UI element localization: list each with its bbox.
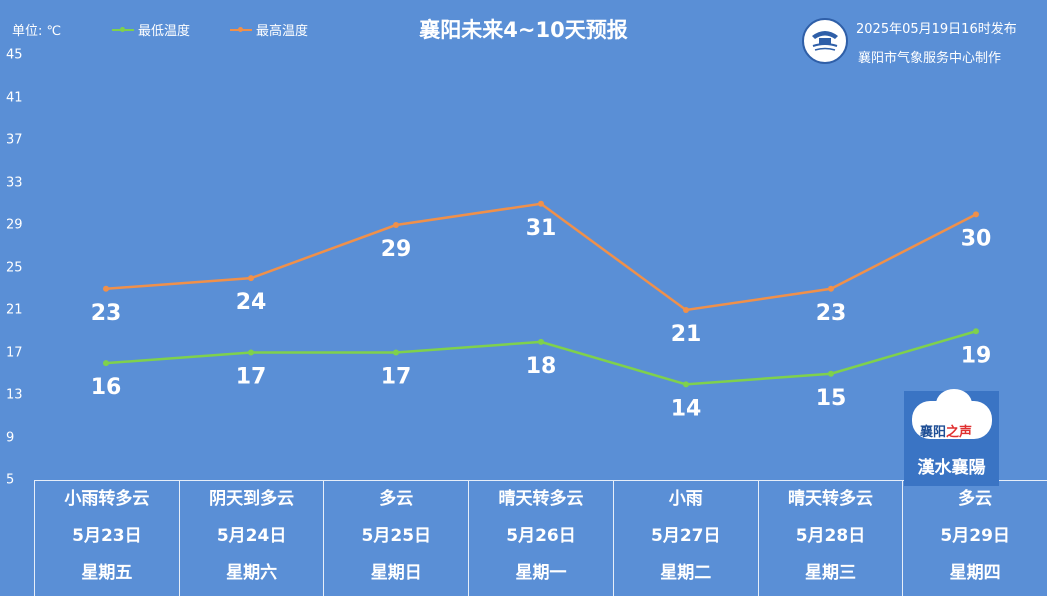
forecast-weather: 小雨 xyxy=(668,489,703,509)
data-label: 18 xyxy=(526,354,557,379)
forecast-date: 5月26日 xyxy=(506,526,576,546)
data-label: 29 xyxy=(381,237,412,262)
legend-high-swatch xyxy=(230,26,252,32)
issue-time: 2025年05月19日16时发布 xyxy=(856,22,1017,37)
forecast-date: 5月24日 xyxy=(216,526,287,546)
meteorology-logo xyxy=(802,18,848,64)
forecast-column: 小雨转多云 5月23日星期五 xyxy=(35,481,180,596)
data-point xyxy=(393,222,399,228)
forecast-weekday: 星期五 xyxy=(81,563,133,583)
data-label: 17 xyxy=(381,365,412,390)
forecast-column: 晴天转多云 5月28日星期三 xyxy=(759,481,904,596)
forecast-weekday: 星期日 xyxy=(370,563,422,583)
y-tick-label: 13 xyxy=(6,387,23,403)
data-point xyxy=(538,200,544,207)
forecast-table: 小雨转多云 5月23日星期五 阴天到多云 5月24日星期六 多云 5月25日星期日 晴天转多… xyxy=(34,480,1047,596)
maker-label: 襄阳市气象服务中心制作 xyxy=(858,51,1002,66)
badge-brand-suffix: 之声 xyxy=(946,425,973,440)
y-tick-label: 17 xyxy=(6,345,23,360)
data-label: 24 xyxy=(236,290,267,315)
data-point xyxy=(683,381,689,388)
cloud-icon xyxy=(912,389,992,439)
y-tick-label: 29 xyxy=(6,217,23,233)
unit-label: 单位: ℃ xyxy=(12,24,62,39)
forecast-weekday: 星期二 xyxy=(660,563,712,583)
data-label: 23 xyxy=(91,301,122,326)
data-label: 14 xyxy=(671,396,702,421)
y-tick-label: 37 xyxy=(6,132,23,148)
forecast-column: 晴天转多云 5月26日星期一 xyxy=(469,481,614,596)
forecast-weather: 阴天到多云 xyxy=(209,489,295,509)
forecast-weather: 晴天转多云 xyxy=(787,489,873,509)
data-label: 15 xyxy=(816,386,847,411)
forecast-date: 5月23日 xyxy=(72,526,142,546)
y-tick-label: 45 xyxy=(6,47,23,63)
forecast-weekday: 星期六 xyxy=(226,563,278,583)
forecast-column: 多云 5月25日星期日 xyxy=(324,481,470,596)
y-tick-label: 5 xyxy=(6,472,15,488)
data-point xyxy=(973,211,979,218)
chart-title: 襄阳未来4~10天预报 xyxy=(419,18,628,42)
badge-brand-name: 襄阳 xyxy=(920,425,947,440)
forecast-column: 阴天到多云 5月24日星期六 xyxy=(180,481,325,596)
forecast-date: 5月25日 xyxy=(361,526,432,546)
data-point xyxy=(393,349,399,356)
legend-low-label: 最低温度 xyxy=(138,24,191,39)
forecast-weather: 多云 xyxy=(379,489,414,509)
forecast-weekday: 星期三 xyxy=(804,563,856,583)
y-tick-label: 33 xyxy=(6,175,23,190)
data-label: 19 xyxy=(961,343,992,368)
data-point xyxy=(248,275,254,282)
forecast-weekday: 星期四 xyxy=(949,563,1001,583)
legend-low[interactable]: 最低温度 xyxy=(112,20,190,39)
y-tick-label: 41 xyxy=(6,90,23,105)
y-tick-label: 9 xyxy=(6,430,15,445)
data-point xyxy=(973,328,979,335)
forecast-weather: 晴天转多云 xyxy=(498,489,584,509)
y-tick-label: 25 xyxy=(6,260,23,275)
forecast-date: 5月28日 xyxy=(795,526,866,546)
badge-brand: 襄阳之声 xyxy=(920,421,972,440)
data-point xyxy=(828,370,834,377)
data-point xyxy=(103,360,109,367)
y-tick-label: 21 xyxy=(6,302,23,318)
forecast-column: 多云 5月29日星期四 xyxy=(903,481,1047,596)
data-point xyxy=(248,349,254,356)
forecast-weather: 小雨转多云 xyxy=(64,489,150,509)
data-label: 30 xyxy=(961,226,992,251)
data-point xyxy=(828,285,834,292)
forecast-column: 小雨 5月27日星期二 xyxy=(614,481,759,596)
forecast-weather: 多云 xyxy=(958,489,993,509)
data-label: 23 xyxy=(816,301,847,326)
radio-badge: 襄阳之声 漢水襄陽 xyxy=(904,389,999,486)
forecast-date: 5月29日 xyxy=(940,526,1010,546)
legend-high-label: 最高温度 xyxy=(256,24,309,39)
forecast-date: 5月27日 xyxy=(650,526,721,546)
data-label: 17 xyxy=(236,365,267,390)
logo-emblem-icon xyxy=(812,31,838,51)
data-label: 16 xyxy=(91,375,122,400)
data-label: 21 xyxy=(671,322,702,347)
legend-high[interactable]: 最高温度 xyxy=(230,20,308,39)
legend-low-swatch xyxy=(112,26,134,32)
data-label: 31 xyxy=(526,216,557,241)
data-point xyxy=(538,338,544,345)
badge-subtitle: 漢水襄陽 xyxy=(917,458,986,478)
data-point xyxy=(683,307,689,313)
data-point xyxy=(103,285,109,292)
forecast-weekday: 星期一 xyxy=(515,563,567,583)
